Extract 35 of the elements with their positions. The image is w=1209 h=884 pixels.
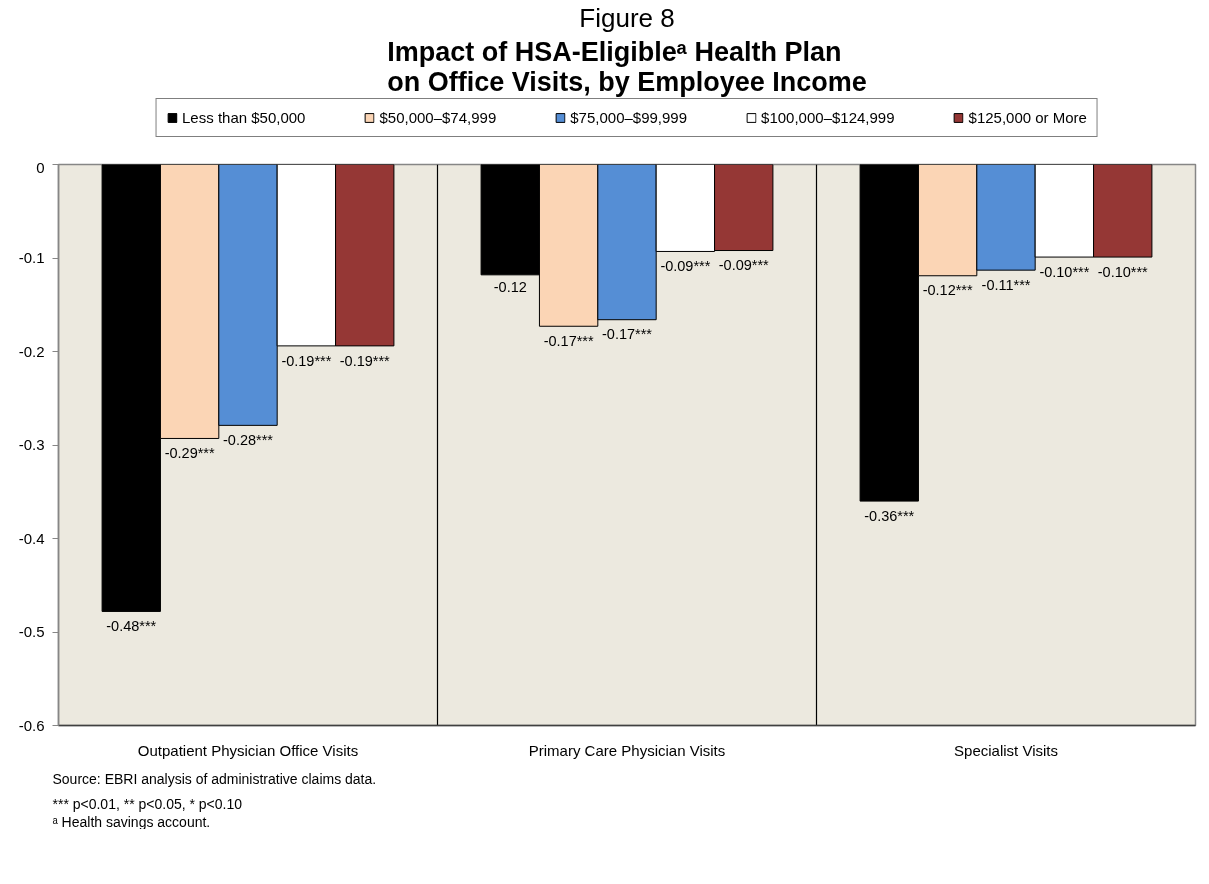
- data-label: -0.10***: [1097, 263, 1149, 280]
- y-tick-label: 0: [36, 158, 45, 176]
- chart-title: Figure 8: [579, 2, 675, 33]
- data-label: -0.19***: [281, 352, 332, 369]
- data-label: -0.48***: [106, 618, 157, 635]
- data-label: -0.09***: [718, 257, 770, 274]
- legend-label: $50,000–$74,999: [379, 109, 497, 126]
- source-note: Source: EBRI analysis of administrative claims data.: [52, 770, 377, 787]
- y-tick-label: -0.4: [18, 529, 45, 547]
- legend-label: $125,000 or More: [968, 109, 1087, 126]
- x-tick-label: Outpatient Physician Office Visits: [137, 741, 359, 759]
- y-tick-label: -0.3: [18, 436, 45, 453]
- data-label: -0.29***: [164, 445, 215, 462]
- legend-label: $75,000–$99,999: [570, 109, 688, 126]
- legend-label: $100,000–$124,999: [761, 109, 895, 126]
- chart-subtitle: Impact of HSA-Eligibleᵃ Health Plan on Office Visits, by Employee Income: [387, 36, 867, 97]
- data-label: -0.11***: [981, 276, 1031, 293]
- data-label: -0.10***: [1039, 263, 1090, 280]
- data-label: -0.09***: [660, 258, 711, 275]
- data-label: -0.28***: [223, 432, 274, 449]
- data-label: -0.17***: [602, 326, 653, 343]
- text: ᵃ Health savings account.: [52, 813, 211, 830]
- y-tick-label: -0.6: [18, 716, 45, 734]
- data-label: -0.12: [493, 278, 527, 295]
- x-tick-label: Specialist Visits: [954, 741, 1058, 759]
- text: *** p<0.01, ** p<0.05, * p<0.10: [52, 795, 243, 812]
- y-tick-label: -0.1: [18, 249, 45, 266]
- x-tick-label: Primary Care Physician Visits: [528, 741, 726, 759]
- data-label: -0.12***: [922, 282, 973, 299]
- data-label: -0.36***: [864, 507, 915, 524]
- y-tick-label: -0.2: [18, 342, 45, 360]
- legend-label: Less than $50,000: [182, 109, 306, 126]
- data-label: -0.19***: [339, 352, 391, 369]
- y-tick-label: -0.5: [18, 623, 45, 640]
- data-label: -0.17***: [543, 332, 594, 349]
